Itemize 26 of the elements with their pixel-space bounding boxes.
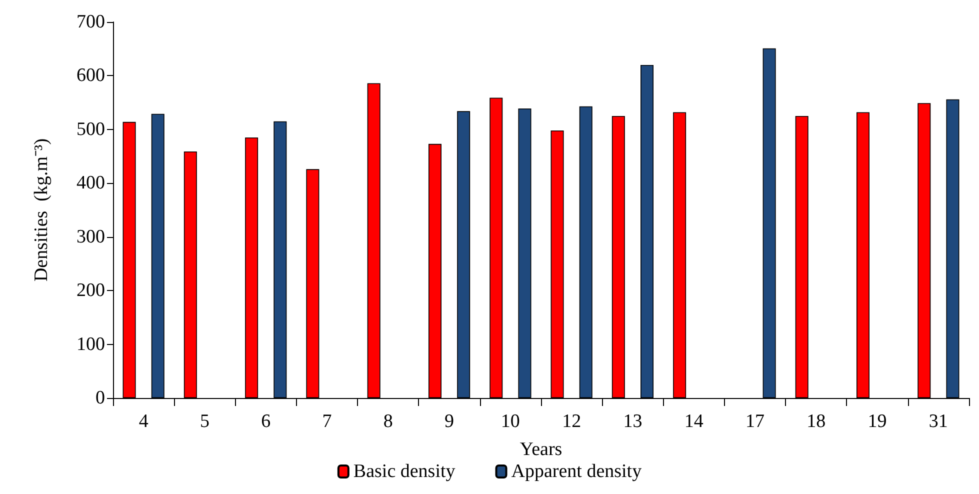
x-tick-label: 13	[623, 411, 642, 432]
x-tick-label: 8	[383, 411, 393, 432]
y-tick-label: 500	[76, 118, 105, 140]
y-tick-label: 0	[96, 388, 105, 408]
legend-label: Basic density	[353, 461, 456, 482]
x-tick-label: 17	[746, 411, 764, 432]
y-axis-title: Densities (kg.m⁻³)	[31, 138, 52, 282]
y-tick-label: 600	[76, 65, 105, 86]
x-tick-label: 6	[261, 411, 271, 432]
x-tick-label: 14	[684, 411, 704, 432]
x-tick-label: 10	[500, 411, 520, 432]
y-tick-label: 200	[76, 280, 105, 302]
y-tick-label: 100	[76, 334, 105, 355]
x-axis-title: Years	[520, 439, 562, 460]
y-tick-label: 400	[76, 172, 105, 194]
x-tick-label: 12	[562, 411, 582, 432]
x-tick-label: 31	[928, 411, 948, 432]
x-tick-label: 7	[322, 411, 332, 432]
legend-label: Apparent density	[511, 461, 642, 482]
x-tick-label: 19	[868, 411, 887, 432]
y-tick-label: 300	[76, 226, 105, 248]
x-tick-label: 5	[200, 411, 210, 432]
y-tick-label: 700	[76, 12, 105, 32]
x-tick-label: 18	[806, 411, 826, 432]
x-tick-label: 4	[138, 411, 149, 432]
x-tick-label: 9	[444, 411, 454, 432]
